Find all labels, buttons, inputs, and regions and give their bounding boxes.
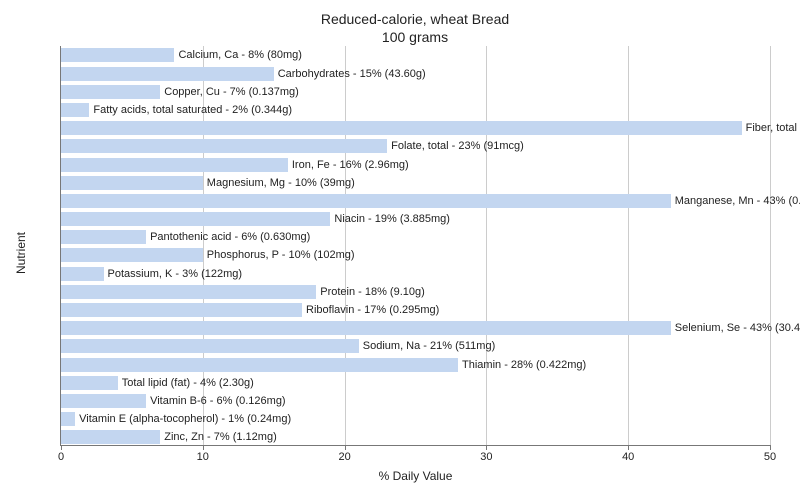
nutrient-bar [61, 121, 742, 135]
nutrient-bar-label: Phosphorus, P - 10% (102mg) [203, 248, 355, 262]
nutrient-bar-label: Riboflavin - 17% (0.295mg) [302, 303, 439, 317]
nutrient-bar-label: Magnesium, Mg - 10% (39mg) [203, 176, 355, 190]
nutrient-bar [61, 248, 203, 262]
nutrient-bar-label: Potassium, K - 3% (122mg) [104, 267, 243, 281]
gridline [770, 46, 771, 445]
x-tick-mark [486, 445, 487, 450]
nutrient-bar-label: Copper, Cu - 7% (0.137mg) [160, 85, 299, 99]
x-tick-mark [628, 445, 629, 450]
nutrient-bar-label: Sodium, Na - 21% (511mg) [359, 339, 495, 353]
x-tick-label: 10 [197, 451, 209, 463]
nutrient-bar [61, 303, 302, 317]
nutrient-chart: Reduced-calorie, wheat Bread 100 grams N… [0, 0, 800, 500]
nutrient-bar-label: Iron, Fe - 16% (2.96mg) [288, 158, 409, 172]
nutrient-bar [61, 103, 89, 117]
nutrient-bar-label: Thiamin - 28% (0.422mg) [458, 358, 586, 372]
nutrient-bar-label: Protein - 18% (9.10g) [316, 285, 425, 299]
x-tick-label: 50 [764, 451, 776, 463]
x-tick-label: 20 [338, 451, 350, 463]
nutrient-bar [61, 194, 671, 208]
plot-area: Nutrient % Daily Value 01020304050Calciu… [60, 46, 770, 446]
nutrient-bar-label: Fatty acids, total saturated - 2% (0.344… [89, 103, 292, 117]
nutrient-bar [61, 85, 160, 99]
nutrient-bar-label: Total lipid (fat) - 4% (2.30g) [118, 376, 254, 390]
x-tick-label: 30 [480, 451, 492, 463]
nutrient-bar-label: Carbohydrates - 15% (43.60g) [274, 67, 426, 81]
nutrient-bar-label: Pantothenic acid - 6% (0.630mg) [146, 230, 310, 244]
nutrient-bar [61, 376, 118, 390]
nutrient-bar-label: Fiber, total dietary - 48% (12.0g) [742, 121, 800, 135]
nutrient-bar-label: Folate, total - 23% (91mcg) [387, 139, 524, 153]
x-tick-mark [203, 445, 204, 450]
nutrient-bar [61, 176, 203, 190]
nutrient-bar [61, 339, 359, 353]
nutrient-bar-label: Vitamin E (alpha-tocopherol) - 1% (0.24m… [75, 412, 291, 426]
nutrient-bar [61, 139, 387, 153]
nutrient-bar [61, 430, 160, 444]
nutrient-bar [61, 212, 330, 226]
x-tick-mark [61, 445, 62, 450]
nutrient-bar [61, 158, 288, 172]
x-tick-mark [345, 445, 346, 450]
nutrient-bar [61, 358, 458, 372]
chart-title: Reduced-calorie, wheat Bread 100 grams [60, 10, 770, 46]
nutrient-bar [61, 285, 316, 299]
gridline [486, 46, 487, 445]
nutrient-bar [61, 67, 274, 81]
nutrient-bar [61, 321, 671, 335]
x-axis-label: % Daily Value [379, 469, 453, 483]
chart-title-line2: 100 grams [382, 29, 448, 45]
gridline [628, 46, 629, 445]
nutrient-bar-label: Selenium, Se - 43% (30.4mcg) [671, 321, 800, 335]
nutrient-bar [61, 48, 174, 62]
nutrient-bar [61, 267, 104, 281]
nutrient-bar [61, 230, 146, 244]
y-axis-label: Nutrient [14, 232, 28, 274]
x-tick-mark [770, 445, 771, 450]
chart-title-line1: Reduced-calorie, wheat Bread [321, 11, 509, 27]
nutrient-bar-label: Manganese, Mn - 43% (0.853mg) [671, 194, 800, 208]
x-tick-label: 40 [622, 451, 634, 463]
nutrient-bar-label: Zinc, Zn - 7% (1.12mg) [160, 430, 276, 444]
nutrient-bar-label: Calcium, Ca - 8% (80mg) [174, 48, 301, 62]
nutrient-bar-label: Vitamin B-6 - 6% (0.126mg) [146, 394, 286, 408]
x-tick-label: 0 [58, 451, 64, 463]
nutrient-bar [61, 412, 75, 426]
gridline [345, 46, 346, 445]
nutrient-bar-label: Niacin - 19% (3.885mg) [330, 212, 450, 226]
nutrient-bar [61, 394, 146, 408]
